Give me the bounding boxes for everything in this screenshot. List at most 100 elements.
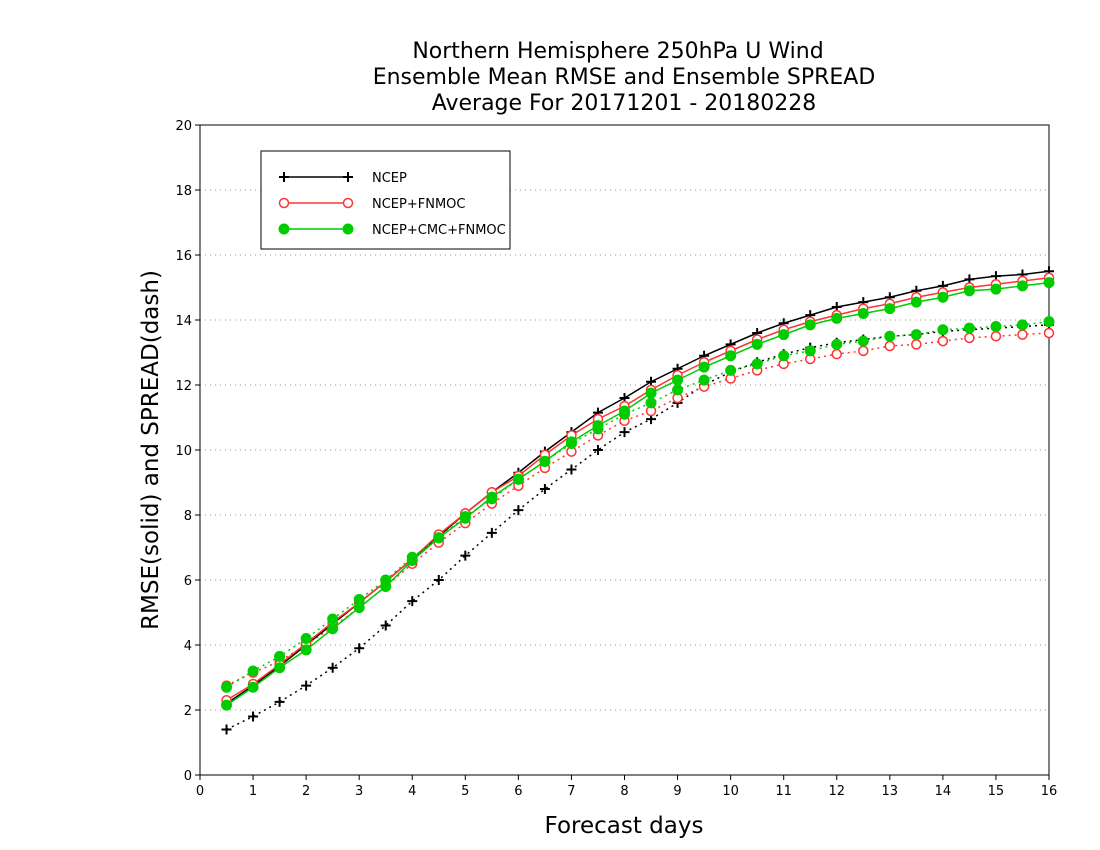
rmse-point bbox=[990, 283, 1002, 295]
spread-point bbox=[751, 358, 763, 370]
spread-point bbox=[1043, 316, 1055, 328]
spread-line bbox=[226, 320, 1050, 688]
chart-title: Northern Hemisphere 250hPa U Wind Ensemb… bbox=[373, 39, 876, 116]
rmse-point bbox=[353, 602, 365, 614]
legend-marker bbox=[278, 197, 290, 209]
x-tick-label: 5 bbox=[461, 784, 469, 799]
rmse-point bbox=[1043, 277, 1055, 289]
x-tick-label: 15 bbox=[988, 784, 1005, 799]
spread-point bbox=[778, 350, 790, 362]
x-tick-label: 10 bbox=[722, 784, 739, 799]
x-tick-label: 8 bbox=[620, 784, 628, 799]
rmse-point bbox=[406, 555, 418, 566]
y-tick-label: 0 bbox=[184, 769, 192, 784]
spread-point bbox=[937, 335, 949, 347]
legend-item-ncep-fnmoc: NCEP+FNMOC bbox=[278, 197, 465, 212]
rmse-point bbox=[327, 623, 339, 635]
spread-point bbox=[327, 662, 338, 673]
legend-box bbox=[260, 150, 511, 250]
spread-line bbox=[226, 324, 1050, 731]
spread-point bbox=[248, 711, 259, 722]
x-tick-label: 3 bbox=[355, 784, 363, 799]
spread-point bbox=[964, 332, 975, 344]
rmse-point bbox=[380, 581, 392, 592]
rmse-point bbox=[910, 296, 922, 308]
legend-marker bbox=[342, 223, 354, 235]
legend-label: NCEP+CMC+FNMOC bbox=[372, 223, 506, 238]
rmse-point bbox=[698, 361, 710, 373]
rmse-point bbox=[857, 308, 869, 319]
x-tick-label: 13 bbox=[882, 784, 899, 799]
spread-point bbox=[300, 633, 312, 644]
spread-point bbox=[274, 696, 285, 707]
y-tick-label: 18 bbox=[175, 184, 192, 199]
spread-point bbox=[672, 384, 684, 396]
spread-point bbox=[301, 680, 312, 691]
rmse-point bbox=[831, 312, 843, 324]
legend-label: NCEP bbox=[372, 171, 407, 186]
x-tick-label: 16 bbox=[1041, 784, 1058, 799]
spread-point bbox=[857, 335, 869, 347]
spread-point bbox=[513, 505, 524, 516]
legend-item-ncep: NCEP bbox=[279, 171, 407, 186]
legend-marker bbox=[278, 223, 290, 235]
x-tick-label: 11 bbox=[775, 784, 792, 799]
x-tick-label: 1 bbox=[249, 784, 257, 799]
series-layer bbox=[221, 266, 1055, 735]
rmse-point bbox=[884, 303, 896, 315]
spread-point bbox=[937, 324, 949, 336]
rmse-point bbox=[778, 329, 790, 341]
spread-point bbox=[247, 665, 259, 677]
rmse-point bbox=[645, 387, 657, 399]
rmse-line bbox=[226, 277, 1050, 701]
y-tick-label: 14 bbox=[175, 314, 192, 329]
spread-point bbox=[911, 339, 922, 350]
rmse-point bbox=[937, 291, 949, 303]
spread-point bbox=[804, 345, 816, 357]
spread-point bbox=[592, 445, 603, 455]
spread-point bbox=[1016, 319, 1028, 331]
y-tick-label: 10 bbox=[175, 444, 192, 459]
legend-marker bbox=[342, 197, 354, 209]
rmse-point bbox=[804, 319, 816, 331]
rmse-point bbox=[672, 374, 684, 386]
rmse-point bbox=[1016, 280, 1028, 292]
rmse-line bbox=[226, 270, 1050, 705]
spread-point bbox=[354, 643, 365, 654]
legend: NCEP NCEP+FNMOC NCEP+CMC+FNMOC bbox=[260, 150, 511, 250]
spread-point bbox=[698, 374, 710, 386]
series-ncep-cmc-fnmoc bbox=[221, 277, 1055, 711]
rmse-point bbox=[619, 405, 630, 417]
x-tick-label: 2 bbox=[302, 784, 310, 799]
y-tick-label: 4 bbox=[184, 639, 192, 654]
title-line-2: Ensemble Mean RMSE and Ensemble SPREAD bbox=[373, 65, 876, 90]
spread-point bbox=[433, 575, 444, 585]
spread-point bbox=[884, 340, 896, 352]
spread-point bbox=[221, 724, 232, 735]
rmse-point bbox=[539, 455, 551, 467]
legend-label: NCEP+FNMOC bbox=[372, 197, 465, 212]
spread-point bbox=[566, 464, 577, 475]
spread-point bbox=[486, 527, 497, 538]
spread-point bbox=[725, 364, 737, 376]
spread-point bbox=[831, 348, 842, 360]
legend-item-ncep-cmc-fnmoc: NCEP+CMC+FNMOC bbox=[278, 223, 506, 238]
y-tick-label: 16 bbox=[175, 249, 192, 264]
spread-point bbox=[327, 613, 339, 625]
spread-point bbox=[407, 596, 418, 607]
rmse-point bbox=[751, 338, 763, 350]
x-tick-label: 12 bbox=[828, 784, 845, 799]
y-axis-ticks: 0 2 4 6 8 10 12 14 16 18 20 bbox=[175, 119, 200, 784]
rmse-point bbox=[459, 512, 471, 524]
y-tick-label: 6 bbox=[184, 574, 192, 589]
spread-point bbox=[1043, 327, 1055, 339]
spread-point bbox=[380, 620, 391, 631]
legend-marker bbox=[343, 172, 353, 182]
title-line-3: Average For 20171201 - 20180228 bbox=[432, 91, 817, 116]
rmse-point bbox=[247, 681, 259, 693]
y-tick-label: 12 bbox=[175, 379, 192, 394]
spread-point bbox=[274, 650, 286, 662]
rmse-point bbox=[433, 532, 445, 544]
spread-point bbox=[221, 681, 233, 693]
spread-point bbox=[910, 329, 922, 341]
